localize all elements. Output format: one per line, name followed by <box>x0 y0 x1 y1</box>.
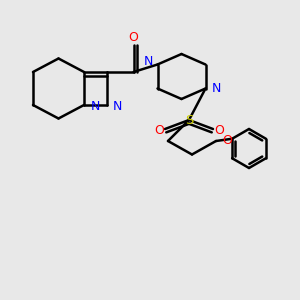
Text: N: N <box>144 55 153 68</box>
Text: N: N <box>113 100 122 113</box>
Text: O: O <box>154 124 164 137</box>
Text: S: S <box>185 113 193 127</box>
Text: O: O <box>223 134 232 148</box>
Text: N: N <box>212 82 221 95</box>
Text: O: O <box>129 31 138 44</box>
Text: O: O <box>214 124 224 137</box>
Text: N: N <box>91 100 100 113</box>
